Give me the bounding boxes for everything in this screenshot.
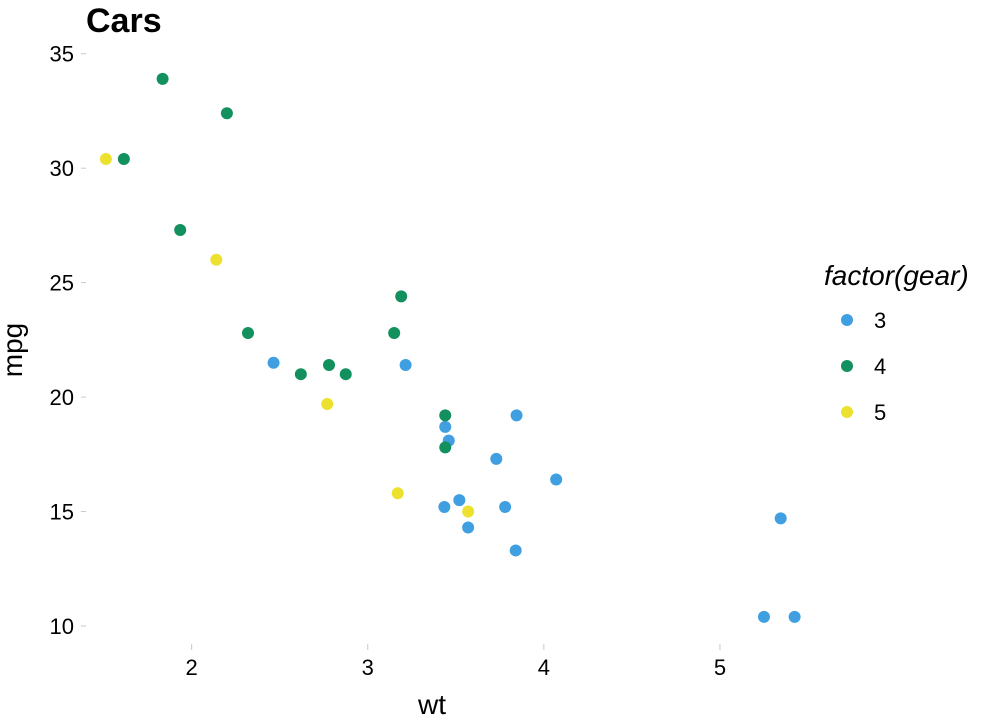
data-point-gear-3	[462, 521, 475, 534]
data-point-gear-3	[550, 473, 563, 486]
y-axis: 10 15 20 25 30 35	[50, 42, 86, 639]
data-point-gear-4	[117, 153, 130, 166]
legend-label-3: 3	[874, 308, 886, 333]
data-points	[99, 72, 801, 623]
data-point-gear-4	[242, 326, 255, 339]
data-point-gear-3	[510, 409, 523, 422]
x-axis-title: wt	[417, 689, 446, 720]
data-point-gear-3	[438, 500, 451, 513]
data-point-gear-3	[509, 544, 522, 557]
legend-label-5: 5	[874, 400, 886, 425]
x-tick-label: 5	[714, 655, 726, 680]
data-point-gear-5	[321, 397, 334, 410]
data-point-gear-4	[395, 290, 408, 303]
data-point-gear-3	[774, 512, 787, 525]
chart-title: Cars	[86, 2, 162, 40]
data-point-gear-4	[388, 326, 401, 339]
y-tick-label: 30	[50, 156, 74, 181]
data-point-gear-4	[294, 368, 307, 381]
data-point-gear-4	[156, 72, 169, 85]
legend-label-4: 4	[874, 354, 886, 379]
legend-key-4	[841, 360, 853, 372]
data-point-gear-3	[490, 452, 503, 465]
legend-key-3	[841, 314, 853, 326]
data-point-gear-3	[439, 420, 452, 433]
x-tick-label: 3	[362, 655, 374, 680]
data-point-gear-5	[210, 253, 223, 266]
data-point-gear-4	[439, 409, 452, 422]
data-point-gear-3	[788, 610, 801, 623]
data-point-gear-4	[439, 441, 452, 454]
y-axis-title: mpg	[0, 323, 28, 377]
data-point-gear-3	[453, 494, 466, 507]
data-point-gear-4	[323, 359, 336, 372]
data-point-gear-3	[399, 359, 412, 372]
data-point-gear-4	[220, 107, 233, 120]
data-point-gear-5	[462, 505, 475, 518]
legend-key-5	[841, 406, 853, 418]
data-point-gear-4	[339, 368, 352, 381]
y-tick-label: 20	[50, 385, 74, 410]
x-tick-label: 4	[538, 655, 550, 680]
data-point-gear-3	[757, 610, 770, 623]
data-point-gear-5	[99, 153, 112, 166]
y-tick-label: 25	[50, 271, 74, 296]
data-point-gear-3	[499, 500, 512, 513]
legend-title: factor(gear)	[824, 260, 969, 291]
data-point-gear-3	[267, 356, 280, 369]
y-tick-label: 35	[50, 42, 74, 67]
legend: factor(gear) 3 4 5	[824, 260, 969, 425]
x-axis: 2 3 4 5	[186, 644, 726, 680]
x-tick-label: 2	[186, 655, 198, 680]
data-point-gear-4	[174, 223, 187, 236]
y-tick-label: 15	[50, 500, 74, 525]
data-point-gear-5	[391, 487, 404, 500]
y-tick-label: 10	[50, 614, 74, 639]
